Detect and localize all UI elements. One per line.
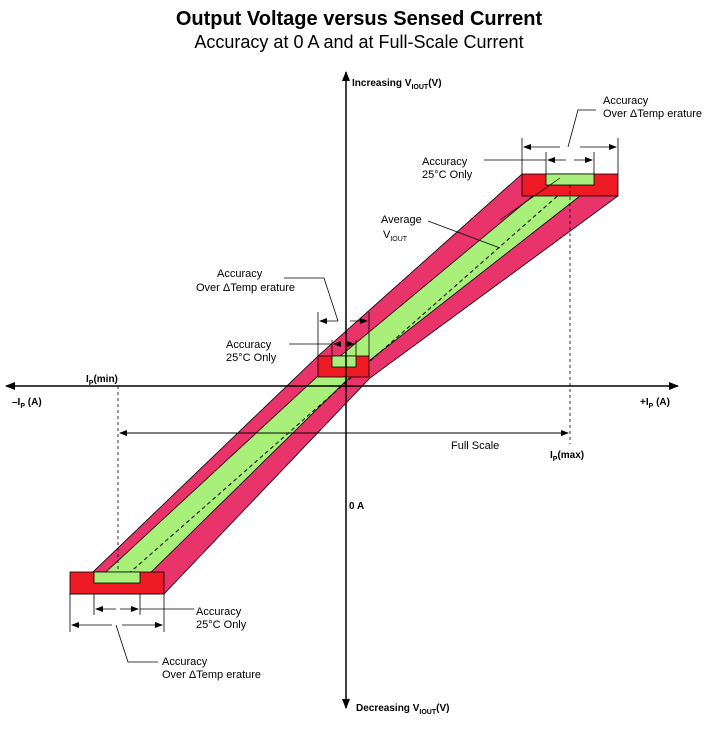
mid-over-temp-callout-line2: Over ΔTemp erature <box>196 282 295 294</box>
y-axis-top-label: Increasing VIOUT(V) <box>352 78 442 91</box>
x-axis-right-label: +IP (A) <box>640 397 670 410</box>
average-callout-line1: Average <box>381 214 422 226</box>
y-axis-bottom-label: Decreasing VIOUT(V) <box>356 703 449 716</box>
full-scale-label: Full Scale <box>451 440 499 452</box>
mid-over-temp-callout-line1: Accuracy <box>217 268 263 280</box>
top-over-temp-callout-line2: Over ΔTemp erature <box>603 108 702 120</box>
ip-max-label: IP(max) <box>550 450 584 463</box>
bottom-dimensions <box>69 594 194 663</box>
average-leader <box>427 220 501 249</box>
average-callout-line2: VIOUT <box>383 229 408 243</box>
top-25c-callout-line2: 25°C Only <box>422 169 473 181</box>
x-axis-left-label: –IP (A) <box>12 397 42 410</box>
ip-min-label: IP(min) <box>86 374 118 387</box>
accuracy-bands <box>69 173 619 595</box>
error-box-bottom <box>69 571 165 595</box>
diagram-subtitle: Accuracy at 0 A and at Full-Scale Curren… <box>194 32 523 52</box>
top-25c-callout-line1: Accuracy <box>422 156 468 168</box>
mid-25c-callout-line1: Accuracy <box>226 339 272 351</box>
bottom-25c-callout-line1: Accuracy <box>196 606 242 618</box>
origin-label: 0 A <box>349 501 364 512</box>
mid-over-temp-dimension <box>284 277 370 356</box>
bottom-over-temp-callout-line1: Accuracy <box>162 656 208 668</box>
average-vout-line <box>117 184 571 584</box>
bottom-over-temp-callout-line2: Over ΔTemp erature <box>162 669 261 681</box>
top-over-temp-dimension <box>499 109 619 221</box>
error-box-zero <box>317 355 370 378</box>
bottom-25c-callout-line2: 25°C Only <box>196 619 247 631</box>
diagram-title: Output Voltage versus Sensed Current <box>176 8 543 30</box>
top-over-temp-callout-line1: Accuracy <box>603 95 649 107</box>
mid-25c-callout-line2: 25°C Only <box>226 352 277 364</box>
